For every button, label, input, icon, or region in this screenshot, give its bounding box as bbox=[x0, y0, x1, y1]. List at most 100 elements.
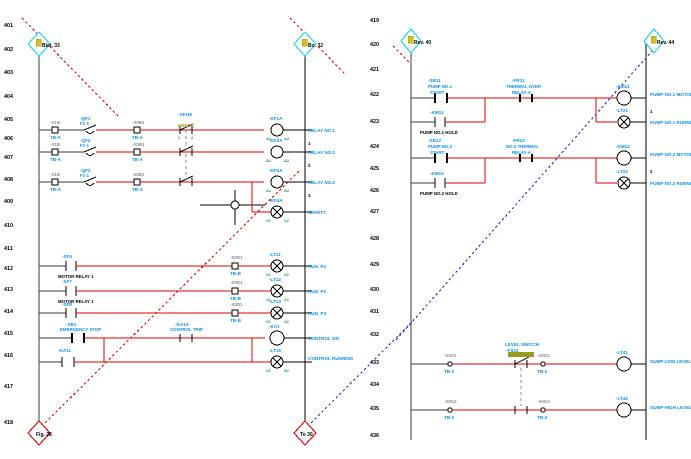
breaker-symbol[interactable] bbox=[85, 130, 95, 134]
pushbutton-tag: -SB1 bbox=[66, 322, 77, 327]
rung-description: PUMP NO.1 RUNNING bbox=[650, 120, 691, 125]
contact-tag: -SF8 bbox=[62, 302, 72, 307]
row-number: 430 bbox=[370, 287, 379, 293]
terminal-tag: -X1B bbox=[50, 142, 60, 147]
coil-tag: -KM11 bbox=[616, 84, 630, 89]
device-sub: F1-1 bbox=[80, 173, 90, 178]
level-switch-note: LOW bbox=[522, 353, 533, 358]
lamp-terminal-2: X2 bbox=[284, 368, 290, 373]
terminal-block[interactable] bbox=[231, 262, 239, 270]
relay-coil[interactable] bbox=[270, 145, 284, 159]
left-rung-409: -KF4A X1 X2 SAFETY bbox=[200, 182, 326, 225]
contact-sub: MOTOR RELAY 1 bbox=[58, 299, 94, 304]
terminal-tag: -X0G2 bbox=[444, 399, 457, 404]
device-tag: -QF2 bbox=[80, 138, 91, 143]
left-bottom-marker[interactable]: Fig. 28 bbox=[27, 420, 52, 446]
right-top-marker[interactable]: Rev. 40 bbox=[400, 28, 431, 54]
row-number: 403 bbox=[4, 70, 13, 76]
relay-coil[interactable] bbox=[270, 123, 284, 137]
rung-ref-number: 1 bbox=[308, 141, 311, 146]
row-number: 428 bbox=[370, 236, 379, 242]
lamp-tag: -LT22 bbox=[616, 169, 628, 174]
lamp-terminal-2: X2 bbox=[284, 272, 290, 277]
marker-label: Fig. 28 bbox=[36, 432, 52, 438]
coil-tag: -KF4A bbox=[269, 198, 283, 203]
contactor-coil[interactable] bbox=[616, 150, 632, 166]
row-number: 427 bbox=[370, 209, 379, 215]
row-number: 423 bbox=[370, 119, 379, 125]
mid-top-marker[interactable]: Bo. 32 bbox=[293, 31, 323, 57]
indicator-lamp[interactable] bbox=[616, 402, 632, 418]
rung-ref-number: 1 bbox=[650, 109, 653, 114]
left-rung-406: -X1B TB-A -QF1 F1-1 -X0B1 TB-A -SF1M EME… bbox=[39, 112, 336, 146]
rung-description: SAFETY bbox=[308, 210, 326, 215]
contactor-coil[interactable] bbox=[616, 90, 632, 106]
lamp-terminal-1: X1 bbox=[266, 297, 272, 302]
coil-tag: -KA1 bbox=[269, 324, 280, 329]
terminal-point[interactable] bbox=[447, 407, 453, 413]
lamp-tag: -LT41 bbox=[616, 350, 628, 355]
coil-terminal-2: A2 bbox=[284, 136, 290, 141]
rung-description: PUMP NO.2 MOTOR bbox=[650, 152, 691, 157]
row-number: 435 bbox=[370, 406, 379, 412]
row-number: 426 bbox=[370, 188, 379, 194]
junction-symbol[interactable] bbox=[230, 200, 240, 210]
breaker-symbol[interactable] bbox=[85, 152, 95, 156]
terminal-block[interactable] bbox=[51, 148, 59, 156]
row-number: 407 bbox=[4, 155, 13, 161]
row-number: 402 bbox=[4, 47, 13, 53]
row-number: 421 bbox=[370, 67, 379, 73]
terminal-tag: -X1B bbox=[50, 120, 60, 125]
rung-description: SUMP HIGH LEVEL bbox=[650, 405, 691, 410]
coil-tag: -KM12 bbox=[616, 144, 630, 149]
terminal-point[interactable] bbox=[540, 361, 546, 367]
row-number: 431 bbox=[370, 309, 379, 315]
terminal-tag: -X0B1 bbox=[132, 120, 145, 125]
terminal-block[interactable] bbox=[51, 126, 59, 134]
terminal-point[interactable] bbox=[540, 407, 546, 413]
marker-label: To 30 bbox=[300, 432, 313, 438]
overload-sub2: RELAY-A bbox=[512, 90, 532, 95]
left-top-marker[interactable]: Blat. 33 bbox=[27, 31, 60, 57]
terminal-block[interactable] bbox=[231, 309, 239, 317]
switch-pin-1: 1 bbox=[178, 135, 181, 140]
pushbutton-sub2: START bbox=[430, 90, 445, 95]
lamp-tag: -LT21 bbox=[616, 108, 628, 113]
rung-description: RUN_P3 bbox=[308, 311, 327, 316]
terminal-block[interactable] bbox=[133, 126, 141, 134]
terminal-tag: -X0G3 bbox=[537, 353, 550, 358]
coil-terminal-2: A2 bbox=[284, 158, 290, 163]
row-number: 414 bbox=[4, 309, 13, 315]
relay-coil[interactable] bbox=[270, 175, 284, 189]
coil-terminal-2: A2 bbox=[284, 188, 290, 193]
left-rung-411: -SF4 MOTOR RELAY 1 -X0D1 TB-B -LT11 X1 X… bbox=[39, 252, 327, 279]
relay-coil[interactable] bbox=[269, 330, 285, 346]
row-number: 417 bbox=[4, 384, 13, 390]
contact-tag: -SF4 bbox=[62, 254, 72, 259]
lamp-terminal-2: X2 bbox=[284, 319, 290, 324]
mid-bottom-marker[interactable]: To 30 bbox=[293, 420, 317, 446]
terminal-point[interactable] bbox=[447, 361, 453, 367]
terminal-block[interactable] bbox=[133, 178, 141, 186]
terminal-block[interactable] bbox=[133, 148, 141, 156]
overload-sub1: NO.2 THERMAL bbox=[506, 144, 539, 149]
row-number: 413 bbox=[4, 287, 13, 293]
overload-tag: -FR12 bbox=[512, 138, 525, 143]
overload-sub2: RELAY-A bbox=[512, 150, 532, 155]
terminal-block[interactable] bbox=[231, 287, 239, 295]
row-number: 406 bbox=[4, 136, 13, 142]
terminal-pin: TB-2 bbox=[537, 415, 548, 420]
right-rung-426: -KM12 PUMP NO.2 HOLD -LT22 PUMP NO.2 RUN… bbox=[411, 169, 691, 196]
terminal-pin: TB-B bbox=[230, 318, 242, 323]
indicator-lamp[interactable] bbox=[616, 356, 632, 372]
terminal-tag: -X0D1 bbox=[230, 255, 243, 260]
breaker-symbol[interactable] bbox=[85, 182, 95, 186]
rung-description: RUN_P2 bbox=[308, 289, 327, 294]
far-right-top-marker[interactable]: Rev. 44 bbox=[643, 28, 674, 54]
row-number: 434 bbox=[370, 382, 379, 388]
latch-contact-tag: -KM11 bbox=[430, 110, 444, 115]
row-number: 411 bbox=[4, 246, 13, 252]
terminal-block[interactable] bbox=[51, 178, 59, 186]
